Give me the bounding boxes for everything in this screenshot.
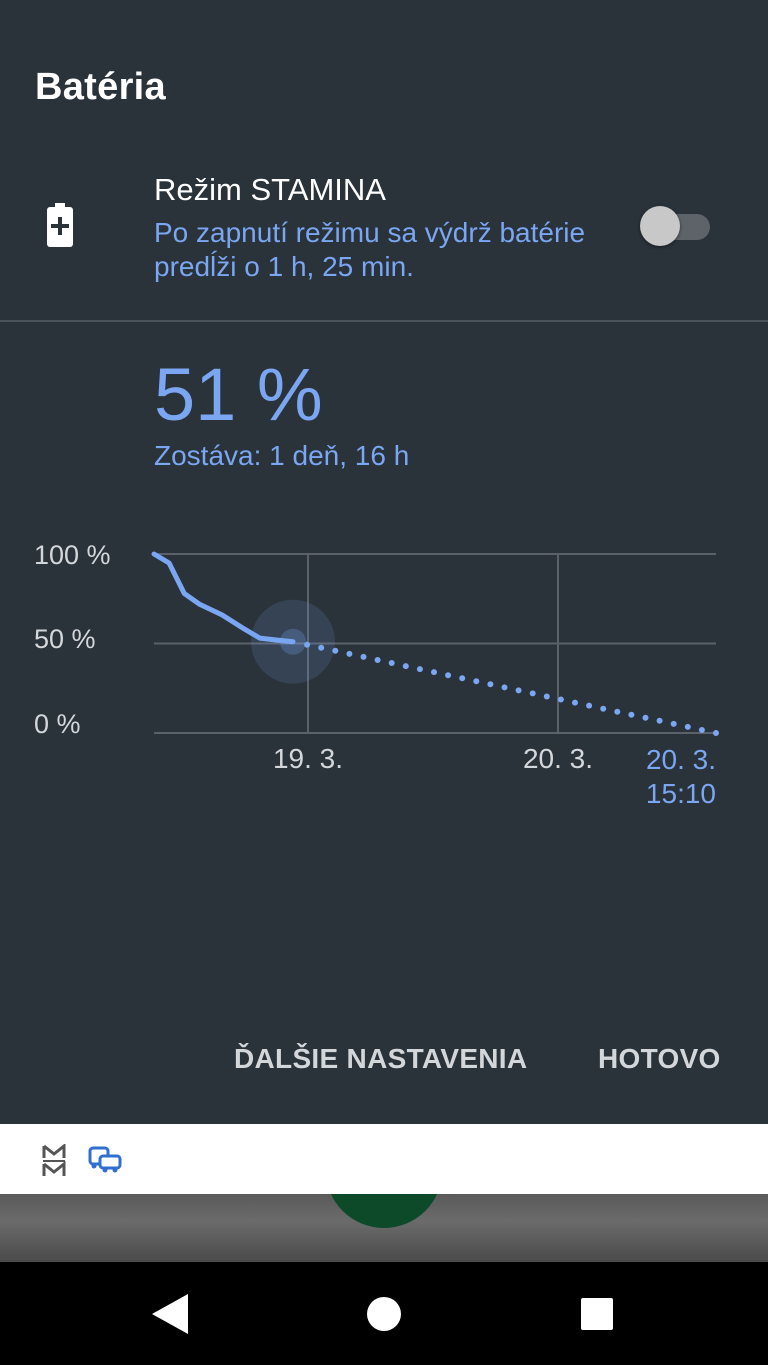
y-tick-50: 50 %	[34, 624, 96, 654]
current-marker-halo	[251, 599, 335, 684]
prediction-dot	[388, 660, 395, 666]
done-button[interactable]: HOTOVO	[598, 1043, 721, 1074]
x-end-date: 20. 3.	[645, 744, 716, 775]
x-end-time: 15:10	[645, 778, 716, 809]
battery-level: 51 %	[154, 353, 323, 436]
prediction-dot	[374, 657, 381, 663]
prediction-dot	[572, 699, 578, 706]
prediction-dot	[628, 711, 635, 718]
prediction-dot	[713, 730, 719, 736]
transport-icon[interactable]	[88, 1146, 122, 1174]
x-tick-20-3: 20. 3.	[522, 743, 594, 774]
prediction-dot	[402, 663, 409, 670]
prediction-dot	[487, 681, 494, 688]
current-marker	[280, 628, 306, 655]
toggle-thumb	[640, 206, 680, 246]
history-line	[151, 551, 296, 645]
prediction-dot	[670, 720, 677, 727]
prediction-dot	[318, 644, 325, 651]
navigation-bar	[0, 1262, 768, 1365]
prediction-dot	[332, 647, 339, 654]
prediction-dot	[614, 708, 621, 715]
prediction-dot	[445, 672, 452, 679]
prediction-dot	[360, 653, 367, 660]
stamina-title: Režim STAMINA	[154, 172, 386, 207]
mm-logo-icon[interactable]	[42, 1144, 66, 1178]
back-icon[interactable]	[150, 1292, 190, 1336]
x-tick-19-3: 19. 3.	[272, 743, 344, 774]
battery-chart	[151, 551, 719, 736]
stamina-subtitle: Po zapnutí režimu sa výdrž batérie predĺ…	[154, 217, 586, 282]
y-tick-0: 0 %	[34, 709, 81, 739]
prediction-dot	[416, 666, 423, 673]
prediction-dot	[543, 693, 550, 700]
prediction-dot	[515, 687, 522, 694]
prediction-dot	[642, 714, 649, 721]
remaining-time: Zostáva: 1 deň, 16 h	[154, 440, 410, 471]
background-app-strip	[0, 1194, 768, 1262]
prediction-dot	[431, 669, 437, 676]
prediction-dot	[586, 702, 593, 709]
prediction-dot	[501, 684, 508, 691]
prediction-dot	[600, 705, 607, 712]
prediction-dot	[557, 696, 564, 703]
home-icon[interactable]	[366, 1296, 402, 1332]
prediction-dot	[529, 690, 536, 697]
bottom-app-bar	[0, 1124, 768, 1194]
more-settings-button[interactable]: ĎALŠIE NASTAVENIA	[234, 1043, 528, 1074]
prediction-dot	[473, 678, 480, 685]
dialog-title: Batéria	[35, 66, 166, 108]
prediction-dot	[304, 641, 311, 648]
divider	[0, 320, 768, 322]
background-fab	[326, 1194, 442, 1228]
x-end-label: 20. 3. 15:10	[620, 743, 716, 811]
recents-icon[interactable]	[581, 1298, 613, 1330]
prediction-dot	[656, 717, 663, 724]
stamina-toggle[interactable]	[640, 202, 712, 246]
battery-plus-icon	[47, 203, 73, 247]
prediction-dot	[698, 727, 705, 733]
battery-dialog: Batéria Režim STAMINA Po zapnutí režimu …	[0, 66, 768, 1074]
y-tick-100: 100 %	[34, 540, 111, 570]
stamina-row[interactable]: Režim STAMINA Po zapnutí režimu sa výdrž…	[0, 160, 768, 320]
prediction-dot	[459, 675, 466, 682]
prediction-dot	[684, 723, 691, 730]
prediction-dot	[346, 650, 353, 657]
